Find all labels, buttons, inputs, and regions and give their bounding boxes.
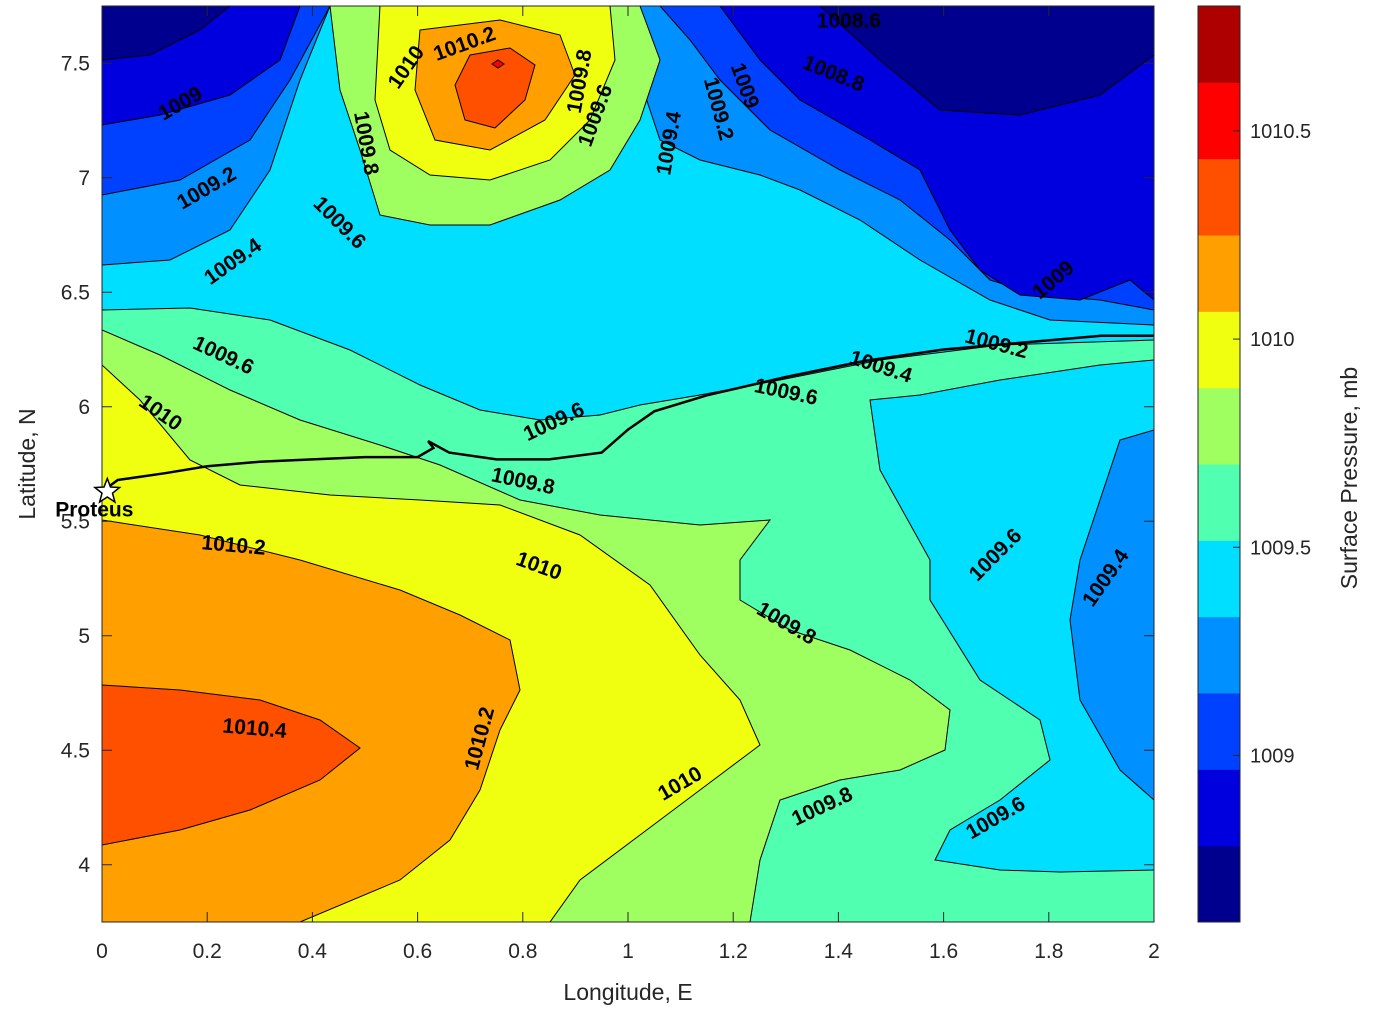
colorbar-swatch	[1198, 6, 1240, 83]
colorbar-tick-label: 1010.5	[1250, 121, 1311, 143]
contour-fill-north-high-peak	[491, 59, 505, 69]
contour-fill-south-redorange	[102, 684, 361, 846]
contour-fill-southeast-cyan	[869, 359, 1154, 873]
x-tick-label: 1	[622, 940, 634, 963]
annotation-label: Proteus	[55, 498, 133, 521]
x-tick-label: 2	[1148, 940, 1160, 963]
y-tick-label: 7	[78, 167, 90, 190]
colorbar-swatch	[1198, 845, 1240, 923]
x-axis-ticks: 0 0.2 0.4 0.6 0.8 1 1.2 1.4 1.6 1.8 2	[96, 6, 1160, 963]
x-tick-label: 1.4	[824, 940, 854, 963]
annotations: Proteus	[55, 476, 133, 521]
colorbar-swatch	[1198, 693, 1240, 770]
colorbar-swatch	[1198, 769, 1240, 847]
colorbar-swatch	[1198, 616, 1240, 694]
contour-label: 1010.2	[201, 531, 267, 560]
colorbar-swatch	[1198, 464, 1240, 541]
x-tick-label: 1.8	[1034, 940, 1063, 963]
colorbar-swatch	[1198, 540, 1240, 618]
contour-label: 1008.6	[817, 10, 881, 33]
colorbar-tick-label: 1009	[1250, 745, 1295, 767]
y-tick-label: 5	[78, 625, 90, 648]
contour-fill-navy-east	[819, 6, 1154, 116]
contour-fill-navy-west	[102, 6, 231, 61]
y-tick-label: 6	[78, 396, 90, 419]
colorbar-swatch	[1198, 311, 1240, 389]
contour-label: 1010.4	[222, 714, 288, 743]
colorbar-tick-label: 1009.5	[1250, 537, 1311, 559]
x-tick-label: 1.6	[929, 940, 958, 963]
colorbar-swatch	[1198, 387, 1240, 465]
x-tick-label: 1.2	[719, 940, 748, 963]
contour-fill-north-high-red	[454, 47, 536, 129]
y-tick-label: 7.5	[61, 52, 90, 75]
x-tick-label: 0.6	[403, 940, 432, 963]
contour-fill-southeast-blue	[1069, 429, 1154, 801]
y-axis-label: Latitude, N	[14, 408, 40, 519]
star-marker-icon	[92, 476, 122, 504]
y-tick-label: 6.5	[61, 281, 90, 304]
y-tick-label: 4.5	[61, 739, 90, 762]
colorbar	[1197, 5, 1241, 923]
x-tick-label: 0.2	[193, 940, 222, 963]
x-tick-label: 0.4	[298, 940, 328, 963]
colorbar-swatch	[1198, 82, 1240, 160]
flight-track-line	[102, 334, 1154, 493]
colorbar-tick-label: 1010	[1250, 329, 1295, 351]
y-tick-label: 4	[78, 854, 90, 877]
x-axis-label: Longitude, E	[563, 979, 692, 1005]
colorbar-frame	[1197, 5, 1241, 923]
colorbar-ticks: 1009 1009.5 1010 1010.5	[1233, 121, 1311, 767]
colorbar-swatch	[1198, 235, 1240, 312]
colorbar-label: Surface Pressure, mb	[1336, 367, 1362, 589]
y-axis-ticks: 4 4.5 5 5.5 6 6.5 7 7.5	[61, 52, 1154, 877]
x-tick-label: 0	[96, 940, 108, 963]
y-tick-label: 5.5	[61, 510, 90, 533]
colorbar-swatch	[1198, 158, 1240, 236]
x-tick-label: 0.8	[508, 940, 537, 963]
